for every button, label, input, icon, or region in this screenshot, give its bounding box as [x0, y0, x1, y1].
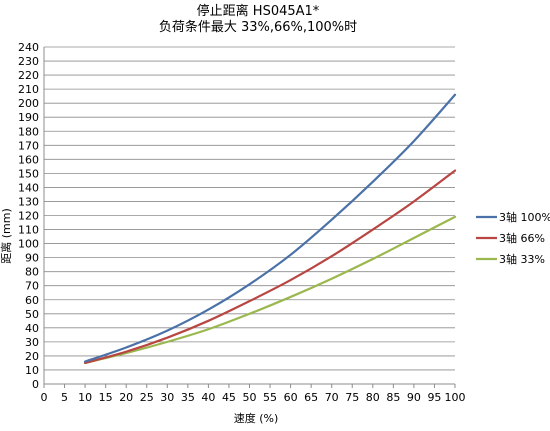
- x-tick-label: 75: [345, 391, 359, 404]
- y-tick-label: 200: [18, 97, 39, 110]
- x-tick-label: 65: [304, 391, 318, 404]
- y-tick-label: 70: [25, 280, 39, 293]
- x-tick-label: 10: [78, 391, 92, 404]
- series-line: [84, 169, 457, 365]
- x-tick-label: 100: [445, 391, 466, 404]
- y-tick-label: 130: [18, 195, 39, 208]
- series-line: [84, 93, 457, 363]
- y-tick-label: 140: [18, 181, 39, 194]
- y-tick-label: 180: [18, 125, 39, 138]
- series-line: [84, 215, 457, 365]
- y-tick-label: 120: [18, 210, 39, 223]
- x-tick-label: 25: [140, 391, 154, 404]
- y-tick-label: 100: [18, 238, 39, 251]
- x-tick-label: 60: [284, 391, 298, 404]
- y-tick-label: 190: [18, 111, 39, 124]
- y-tick-label: 40: [25, 322, 39, 335]
- x-tick-label: 90: [407, 391, 421, 404]
- x-tick-label: 0: [41, 391, 48, 404]
- y-tick-label: 150: [18, 167, 39, 180]
- y-tick-label: 30: [25, 336, 39, 349]
- x-tick-label: 55: [263, 391, 277, 404]
- x-tick-label: 95: [427, 391, 441, 404]
- y-tick-label: 60: [25, 294, 39, 307]
- x-tick-label: 15: [99, 391, 113, 404]
- y-tick-label: 170: [18, 139, 39, 152]
- x-tick-label: 85: [386, 391, 400, 404]
- x-tick-label: 45: [222, 391, 236, 404]
- legend-label: 3轴 66%: [499, 231, 545, 245]
- y-tick-label: 240: [18, 41, 39, 54]
- y-tick-label: 220: [18, 69, 39, 82]
- chart-subtitle: 负荷条件最大 33%,66%,100%时: [159, 19, 357, 35]
- legend-label: 3轴 100%: [499, 210, 550, 224]
- y-tick-label: 230: [18, 55, 39, 68]
- series-lines: [84, 93, 457, 365]
- x-tick-label: 80: [366, 391, 380, 404]
- y-tick-label: 80: [25, 266, 39, 279]
- gridlines: [44, 46, 455, 371]
- legend-label: 3轴 33%: [499, 252, 545, 266]
- y-tick-label: 50: [25, 308, 39, 321]
- y-tick-label: 10: [25, 364, 39, 377]
- x-tick-label: 50: [243, 391, 257, 404]
- x-axis-label: 速度 (%): [234, 411, 279, 425]
- y-tick-label: 90: [25, 252, 39, 265]
- x-tick-label: 30: [160, 391, 174, 404]
- x-tick-label: 40: [201, 391, 215, 404]
- y-tick-label: 160: [18, 153, 39, 166]
- x-tick-label: 35: [181, 391, 195, 404]
- y-tick-label: 20: [25, 350, 39, 363]
- x-tick-label: 20: [119, 391, 133, 404]
- x-tick-label: 70: [325, 391, 339, 404]
- y-axis-label: 距离 (mm): [0, 208, 13, 264]
- y-tick-label: 210: [18, 83, 39, 96]
- y-tick-label: 0: [32, 378, 39, 391]
- chart-title: 停止距离 HS045A1*: [197, 3, 320, 19]
- x-tick-label: 5: [61, 391, 68, 404]
- y-tick-label: 110: [18, 224, 39, 237]
- legend: 3轴 100% 3轴 66% 3轴 33%: [476, 210, 550, 266]
- axes: 0102030405060708090100110120130140150160…: [18, 41, 466, 404]
